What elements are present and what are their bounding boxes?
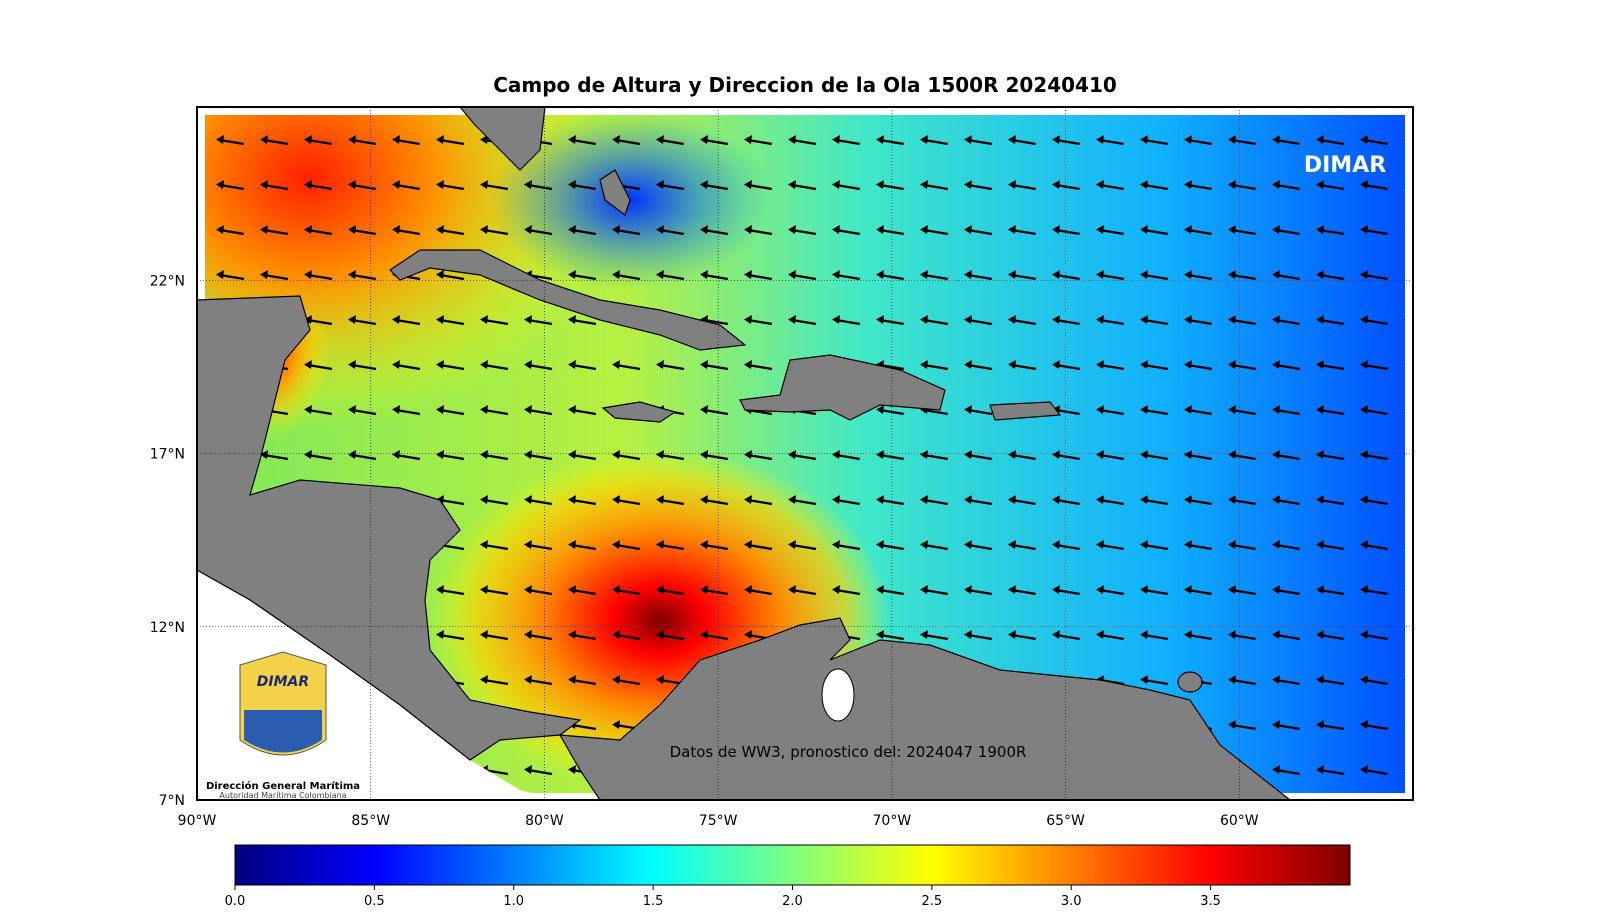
y-tick-label: 22°N [150,273,185,289]
map-frame [196,106,1414,801]
land [558,617,1291,800]
colorbar-tick-label: 0.5 [364,894,385,909]
colorbar-tick-label: 1.0 [503,894,524,909]
x-tick-label: 80°W [525,813,564,829]
logo: DIMAR Dirección General Marítima Autorid… [206,651,360,800]
land [739,354,946,421]
watermark: DIMAR [1304,153,1386,178]
colorbar-tick-label: 3.0 [1061,894,1082,909]
colorbar-tick-label: 2.0 [782,894,803,909]
logo-name: Dirección General Marítima [206,780,360,792]
x-tick-label: 65°W [1046,813,1085,829]
source-note: Datos de WW3, pronostico del: 2024047 19… [670,743,1027,761]
colorbar-tick-label: 2.5 [922,894,943,909]
map-area [197,107,1405,800]
y-tick-label: 12°N [150,620,185,636]
x-tick-label: 60°W [1220,813,1259,829]
colorbar-tick-label: 0.0 [225,894,246,909]
land [599,169,631,216]
land [1177,671,1203,693]
y-tick-label: 7°N [159,793,185,809]
colorbar [234,844,1351,886]
lake [821,668,855,722]
logo-subtitle: Autoridad Marítima Colombiana [219,791,346,800]
colorbar-tick-label: 3.5 [1200,894,1221,909]
logo-emblem: DIMAR [257,674,309,690]
land [459,107,546,171]
y-tick-label: 17°N [150,447,185,463]
map-title: Campo de Altura y Direccion de la Ola 15… [493,73,1117,97]
land [389,249,747,351]
colorbar-tick-label: 1.5 [643,894,664,909]
land [197,295,582,761]
x-tick-label: 75°W [699,813,738,829]
x-tick-label: 90°W [178,813,217,829]
land [601,401,677,423]
x-tick-label: 85°W [351,813,390,829]
colorbar-ticks: 0.0 0.5 1.0 1.5 2.0 2.5 3.0 3.5 [225,885,1221,909]
logo-shield [244,710,322,753]
x-tick-label: 70°W [873,813,912,829]
land [989,401,1062,421]
